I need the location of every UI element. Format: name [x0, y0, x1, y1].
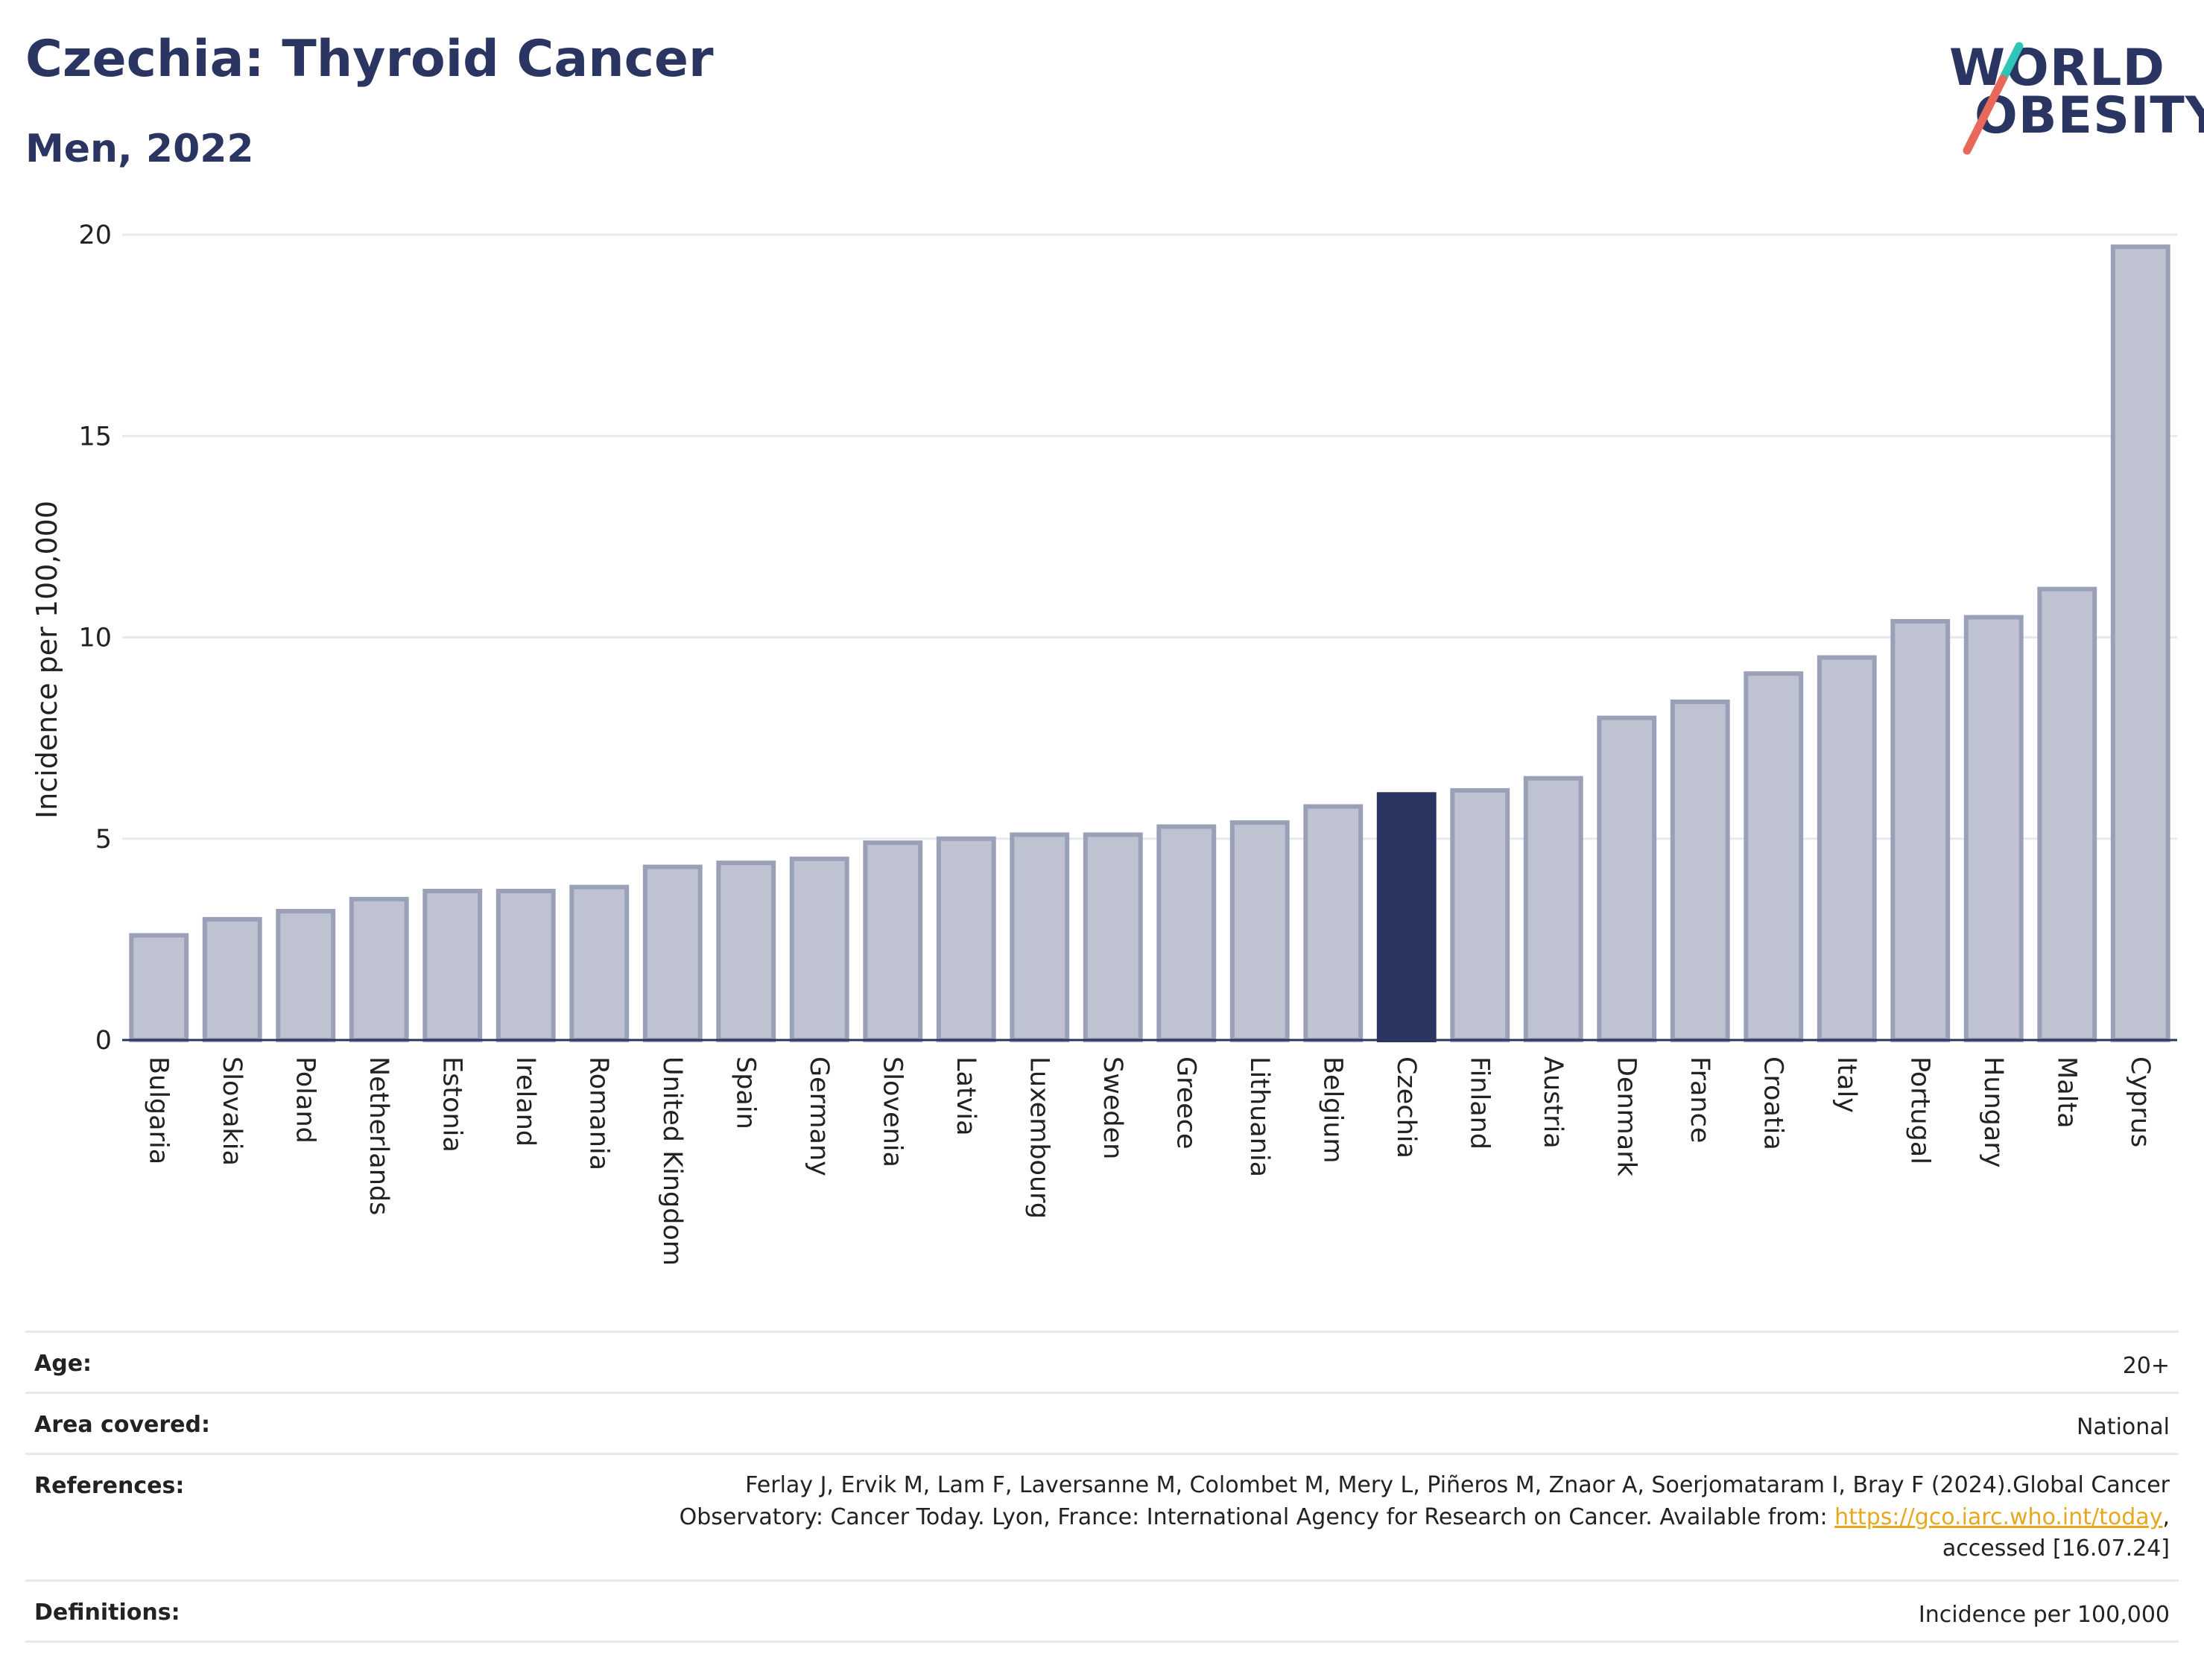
definitions-value: Incidence per 100,000 — [1918, 1602, 2170, 1628]
reference-link[interactable]: https://gco.iarc.who.int/today — [1834, 1503, 2163, 1530]
meta-row-references: References: Ferlay J, Ervik M, Lam F, La… — [25, 1453, 2179, 1582]
x-tick-label: Malta — [2051, 1056, 2081, 1129]
x-tick-label: Germany — [804, 1056, 834, 1176]
y-axis-label: Incidence per 100,000 — [31, 501, 63, 819]
x-tick-label: Ireland — [510, 1056, 540, 1147]
x-tick-label: Czechia — [1391, 1056, 1421, 1158]
definitions-label: Definitions: — [34, 1600, 180, 1626]
references-line-1: Ferlay J, Ervik M, Lam F, Laversanne M, … — [745, 1472, 2170, 1498]
x-tick-label: Portugal — [1904, 1056, 1934, 1164]
y-tick-label: 20 — [78, 221, 112, 250]
x-tick-label: Latvia — [951, 1056, 981, 1136]
bar-slovenia — [863, 840, 923, 1043]
x-tick-label: Sweden — [1098, 1056, 1127, 1159]
y-tick-label: 5 — [95, 825, 112, 855]
meta-row-area: Area covered: National — [25, 1392, 2179, 1455]
references-label: References: — [34, 1473, 185, 1499]
bar-malta — [2037, 586, 2097, 1042]
bar-slovakia — [202, 916, 262, 1042]
x-tick-label: Estonia — [437, 1056, 466, 1153]
x-tick-label: Cyprus — [2125, 1056, 2155, 1147]
x-tick-label: France — [1685, 1056, 1714, 1143]
x-tick-label: Spain — [730, 1056, 760, 1129]
x-tick-label: Lithuania — [1244, 1056, 1274, 1177]
bar-latvia — [936, 836, 996, 1042]
meta-bottom-rule — [25, 1641, 2179, 1643]
x-tick-label: Bulgaria — [143, 1056, 173, 1164]
references-line-2: Observatory: Cancer Today. Lyon, France:… — [680, 1502, 2170, 1534]
bar-france — [1670, 699, 1730, 1042]
bar-chart: 0 5 10 15 20 Bulgaria Slovakia Poland Netherlan… — [31, 221, 2177, 1266]
bar-ireland — [495, 889, 556, 1043]
logo-line-2: OBESITY — [1975, 86, 2204, 145]
meta-row-age: Age: 20+ — [25, 1331, 2179, 1394]
y-tick-label: 15 — [78, 422, 112, 451]
bar-united-kingdom — [642, 864, 703, 1043]
x-tick-label: Poland — [290, 1056, 320, 1144]
bar-austria — [1523, 776, 1583, 1042]
bar-croatia — [1744, 671, 1804, 1043]
x-tick-label: Luxembourg — [1024, 1056, 1054, 1219]
bar-bulgaria — [129, 933, 189, 1042]
area-value: National — [2076, 1414, 2170, 1440]
bar-luxembourg — [1010, 832, 1070, 1042]
bar-belgium — [1303, 804, 1364, 1042]
bar-finland — [1450, 787, 1510, 1042]
bar-romania — [569, 884, 630, 1042]
x-tick-label: Italy — [1831, 1056, 1861, 1113]
bar-cyprus — [2110, 244, 2170, 1043]
bar-italy — [1817, 655, 1877, 1042]
bar-netherlands — [349, 896, 409, 1043]
x-tick-label: Austria — [1538, 1056, 1568, 1149]
references-value: Ferlay J, Ervik M, Lam F, Laversanne M, … — [680, 1470, 2170, 1565]
bar-germany — [789, 856, 849, 1043]
y-tick-label: 10 — [78, 624, 112, 653]
x-tick-label: Belgium — [1317, 1056, 1347, 1164]
page-subtitle: Men, 2022 — [25, 127, 254, 171]
x-tick-labels: Bulgaria Slovakia Poland Netherlands Estonia… — [143, 1056, 2155, 1266]
references-line-2-text: Observatory: Cancer Today. Lyon, France:… — [679, 1503, 1835, 1530]
bar-portugal — [1890, 618, 1951, 1042]
bar-greece — [1156, 824, 1217, 1042]
world-obesity-logo: WORLD OBESITY — [1945, 22, 2204, 156]
y-tick-label: 0 — [95, 1026, 112, 1056]
references-line-3: accessed [16.07.24] — [1942, 1535, 2170, 1562]
age-value: 20+ — [2122, 1353, 2170, 1379]
meta-row-definitions: Definitions: Incidence per 100,000 — [25, 1579, 2179, 1643]
x-tick-label: Romania — [583, 1056, 613, 1170]
x-tick-label: Hungary — [1978, 1056, 2008, 1167]
bar-estonia — [422, 889, 483, 1043]
x-tick-label: Slovakia — [217, 1056, 247, 1166]
page-title: Czechia: Thyroid Cancer — [25, 30, 714, 89]
references-line-2-end: , — [2162, 1503, 2170, 1530]
x-tick-label: Croatia — [1758, 1056, 1787, 1150]
logo-line-1: WORLD — [1949, 39, 2165, 98]
area-label: Area covered: — [34, 1412, 210, 1438]
bar-sweden — [1083, 832, 1143, 1042]
bar-czechia — [1376, 792, 1437, 1042]
bar-lithuania — [1229, 820, 1290, 1042]
metadata-table: Age: 20+ Area covered: National Referenc… — [25, 1331, 2179, 1643]
bar-denmark — [1597, 715, 1657, 1042]
x-tick-label: Greece — [1171, 1056, 1200, 1150]
bars — [129, 244, 2170, 1043]
x-tick-label: Finland — [1464, 1056, 1494, 1150]
x-tick-label: Slovenia — [877, 1056, 907, 1167]
bar-hungary — [1963, 615, 2024, 1042]
y-tick-labels: 0 5 10 15 20 — [78, 221, 112, 1056]
age-label: Age: — [34, 1351, 92, 1377]
bar-spain — [716, 860, 776, 1042]
x-tick-label: United Kingdom — [657, 1056, 687, 1266]
x-tick-label: Denmark — [1611, 1056, 1641, 1177]
logo-slash-icon — [1963, 42, 2024, 155]
bar-poland — [276, 909, 336, 1042]
x-tick-label: Netherlands — [364, 1056, 393, 1215]
